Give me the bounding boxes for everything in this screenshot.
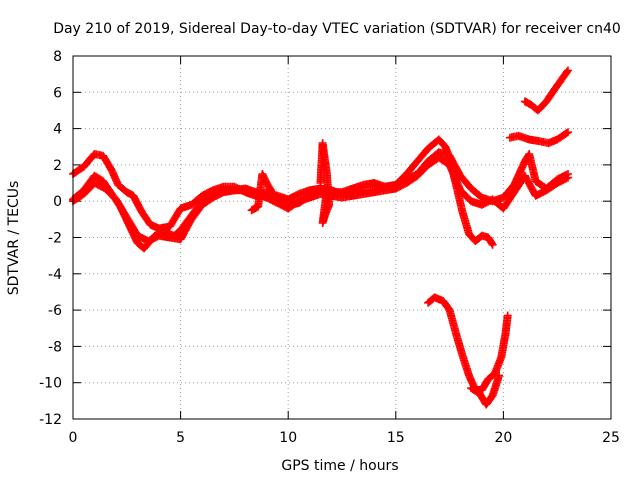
data-point (563, 67, 571, 76)
x-tick-label: 25 (602, 430, 620, 446)
series-track-f (505, 128, 572, 148)
y-tick-label: 0 (53, 194, 62, 210)
x-tick-label: 5 (176, 430, 185, 446)
y-tick-label: -8 (48, 339, 62, 355)
x-tick-label: 15 (387, 430, 405, 446)
y-tick-label: -12 (39, 412, 62, 428)
x-tick-label: 0 (69, 430, 78, 446)
grid-lines (73, 56, 611, 419)
series-track-c (69, 153, 572, 246)
y-tick-label: -2 (48, 231, 62, 247)
series-track-g (520, 66, 572, 115)
y-tick-label: 2 (53, 158, 62, 174)
data-point (495, 371, 504, 380)
series-track-h (316, 139, 334, 227)
data-point (564, 173, 572, 182)
series-track-i (247, 170, 275, 215)
data-point (503, 311, 512, 320)
y-tick-label: 6 (53, 85, 62, 101)
x-axis-label: GPS time / hours (281, 458, 398, 474)
data-point (322, 186, 331, 195)
y-tick-label: -10 (39, 376, 62, 392)
x-tick-label: 20 (494, 430, 512, 446)
data-marks (69, 66, 572, 409)
y-tick-label: 4 (53, 122, 62, 138)
x-tick-label: 10 (279, 430, 297, 446)
y-axis-label: SDTVAR / TECUs (6, 181, 22, 296)
axis-ticks: 0 5 10 15 20 25 -12 -10 -8 -6 -4 -2 0 2 4 6 8 (39, 49, 620, 446)
data-point (564, 128, 572, 137)
y-tick-label: -4 (48, 267, 62, 283)
y-tick-label: -6 (48, 303, 62, 319)
data-point (267, 186, 275, 195)
y-tick-label: 8 (53, 49, 62, 65)
series-track-e (467, 371, 504, 409)
plot-frame (72, 55, 612, 420)
chart-title: Day 210 of 2019, Sidereal Day-to-day VTE… (53, 21, 621, 37)
data-point (564, 66, 572, 75)
series-track-d (424, 293, 512, 394)
data-point (488, 240, 497, 249)
